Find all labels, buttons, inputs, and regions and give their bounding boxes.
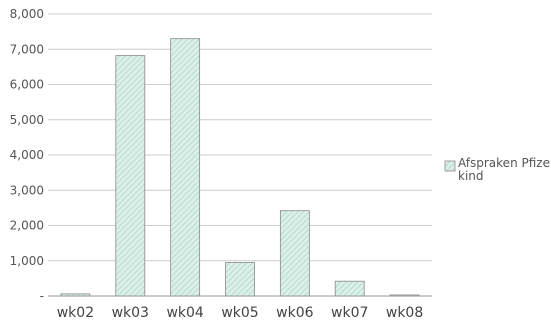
x-tick-label: wk04 <box>166 305 203 321</box>
x-tick-label: wk03 <box>112 305 149 321</box>
x-tick-label: wk06 <box>276 305 313 321</box>
bar-wk06 <box>279 210 310 297</box>
legend-label-line-2: kind <box>458 169 484 183</box>
x-tick-label: wk02 <box>57 305 94 321</box>
y-tick-label: 8,000 <box>10 7 44 21</box>
bar-wk02 <box>60 293 91 297</box>
legend-swatch <box>444 160 456 172</box>
bars <box>60 38 420 297</box>
legend-label-line-1: Afspraken Pfizer <box>458 156 551 170</box>
y-tick-label: 4,000 <box>10 148 44 162</box>
x-tick-label: wk05 <box>221 305 258 321</box>
bar-wk03 <box>115 55 146 297</box>
y-tick-label: 7,000 <box>10 42 44 56</box>
y-tick-label: 1,000 <box>10 254 44 268</box>
y-tick-label: - <box>40 289 44 303</box>
bar-wk07 <box>334 280 365 297</box>
x-tick-label: wk08 <box>386 305 423 321</box>
legend: Afspraken Pfizer kind <box>444 156 551 183</box>
bar-wk08 <box>389 294 420 297</box>
grid-lines <box>48 13 432 297</box>
y-tick-label: 2,000 <box>10 219 44 233</box>
y-tick-label: 6,000 <box>10 78 44 92</box>
y-tick-label: 5,000 <box>10 113 44 127</box>
y-tick-label: 3,000 <box>10 183 44 197</box>
x-axis-ticks: wk02 wk03 wk04 wk05 wk06 wk07 wk08 <box>57 305 424 321</box>
bar-wk04 <box>170 38 201 297</box>
y-axis-ticks: - 1,000 2,000 3,000 4,000 5,000 6,000 7,000 8,00… <box>10 7 44 303</box>
bar-wk05 <box>225 262 255 297</box>
x-tick-label: wk07 <box>331 305 368 321</box>
